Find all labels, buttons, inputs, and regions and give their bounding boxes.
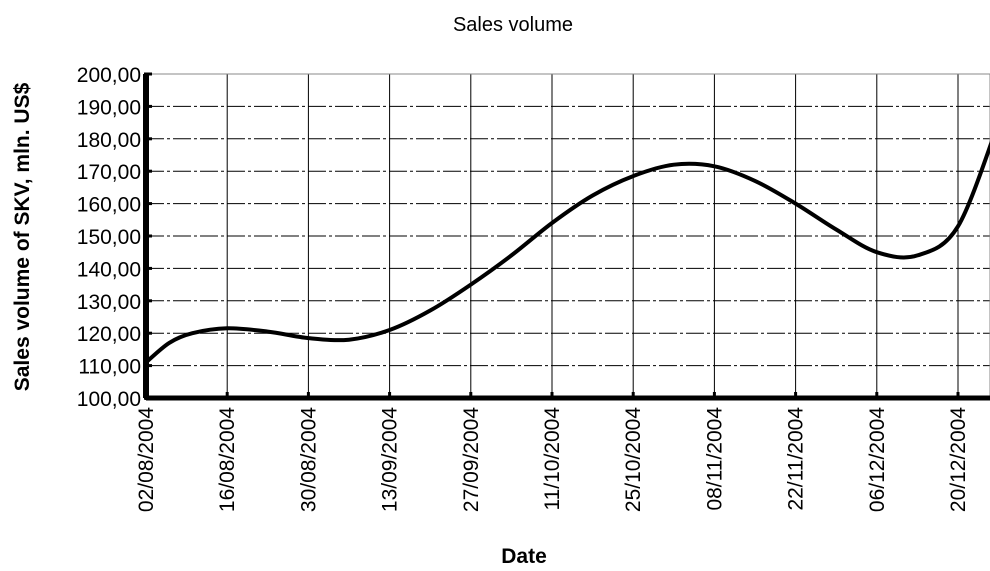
x-tick-label: 27/09/2004 (460, 407, 483, 512)
y-axis-tick-labels: 100,00 110,00 120,00 130,00 140,00 150,00 160,… (77, 64, 141, 411)
y-tick-label: 180,00 (77, 129, 141, 152)
y-tick-label: 170,00 (77, 161, 141, 184)
x-tick-label: 25/10/2004 (622, 407, 645, 512)
x-tick-label: 16/08/2004 (216, 407, 239, 512)
chart-title: Sales volume (453, 14, 573, 36)
axes (143, 72, 990, 401)
y-tick-label: 120,00 (77, 323, 141, 346)
y-axis-label: Sales volume of SKV, mln. US$ (11, 82, 34, 391)
y-tick-label: 160,00 (77, 194, 141, 217)
x-tick-label: 20/12/2004 (947, 407, 970, 512)
x-axis-tick-labels: 02/08/2004 16/08/2004 30/08/2004 13/09/2004… (135, 407, 970, 512)
x-tick-label: 11/10/2004 (541, 407, 564, 511)
y-tick-label: 140,00 (77, 258, 141, 281)
x-axis-label: Date (501, 545, 547, 568)
x-tick-label: 08/11/2004 (703, 407, 726, 511)
grid-lines (146, 73, 990, 398)
y-tick-label: 100,00 (77, 388, 141, 411)
x-tick-label: 06/12/2004 (866, 407, 889, 512)
x-tick-label: 30/08/2004 (297, 407, 320, 512)
x-tick-label: 02/08/2004 (135, 407, 158, 512)
x-tick-label: 22/11/2004 (785, 407, 808, 511)
y-tick-label: 200,00 (77, 64, 141, 87)
y-tick-label: 110,00 (78, 356, 141, 379)
y-tick-label: 130,00 (77, 291, 141, 314)
sales-volume-series-line (144, 140, 990, 365)
x-tick-label: 13/09/2004 (379, 407, 402, 512)
y-tick-label: 190,00 (77, 96, 141, 119)
y-tick-label: 150,00 (77, 226, 141, 249)
